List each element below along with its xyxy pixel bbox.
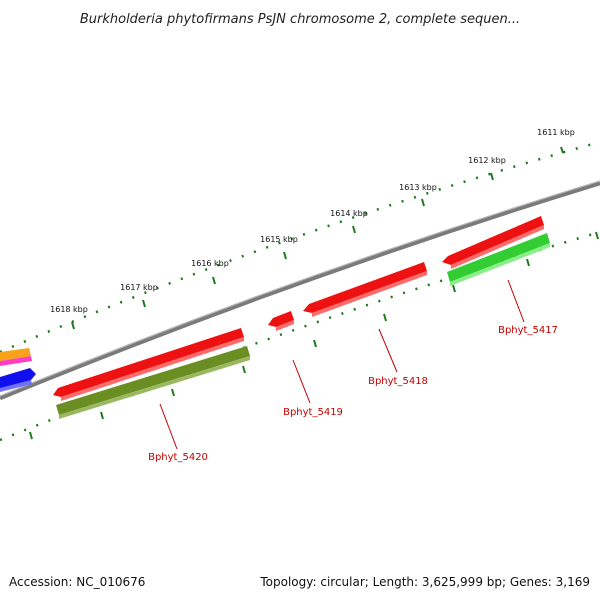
- gene-bphyt-5417-red[interactable]: [442, 216, 544, 269]
- tick-label-1612: 1612 kbp: [468, 156, 506, 165]
- gene-bphyt-5417-green[interactable]: [447, 233, 550, 286]
- tick-label-1611: 1611 kbp: [537, 128, 575, 137]
- gene-label-bphyt-5419: Bphyt_5419: [283, 407, 343, 418]
- map-title: Burkholderia phytofirmans PsJN chromosom…: [80, 12, 520, 27]
- chromosome-backbone: [0, 180, 600, 401]
- gene-bphyt-5420-red[interactable]: [53, 328, 244, 401]
- gene-label-bphyt-5420: Bphyt_5420: [148, 452, 208, 463]
- gene-leader-lines: [159, 279, 525, 450]
- tick-label-1613: 1613 kbp: [399, 183, 437, 192]
- tick-label-1616: 1616 kbp: [191, 259, 229, 268]
- outer-tick-track: [0, 140, 600, 354]
- tick-label-1614: 1614 kbp: [330, 209, 368, 218]
- gene-bphyt-5420-olive[interactable]: [56, 346, 250, 419]
- gene-label-bphyt-5418: Bphyt_5418: [368, 376, 428, 387]
- gene-bphyt-5419[interactable]: [268, 311, 294, 331]
- tick-label-1618: 1618 kbp: [50, 305, 88, 314]
- major-ticks: [71, 146, 564, 330]
- gene-bphyt-5418[interactable]: [303, 262, 427, 317]
- accession-text: Accession: NC_010676: [9, 575, 145, 589]
- left-edge-features: [0, 348, 36, 392]
- summary-text: Topology: circular; Length: 3,625,999 bp…: [259, 575, 590, 589]
- inner-major-ticks: [29, 231, 599, 440]
- tick-label-1617: 1617 kbp: [120, 283, 158, 292]
- tick-label-1615: 1615 kbp: [260, 235, 298, 244]
- gene-label-bphyt-5417: Bphyt_5417: [498, 325, 558, 336]
